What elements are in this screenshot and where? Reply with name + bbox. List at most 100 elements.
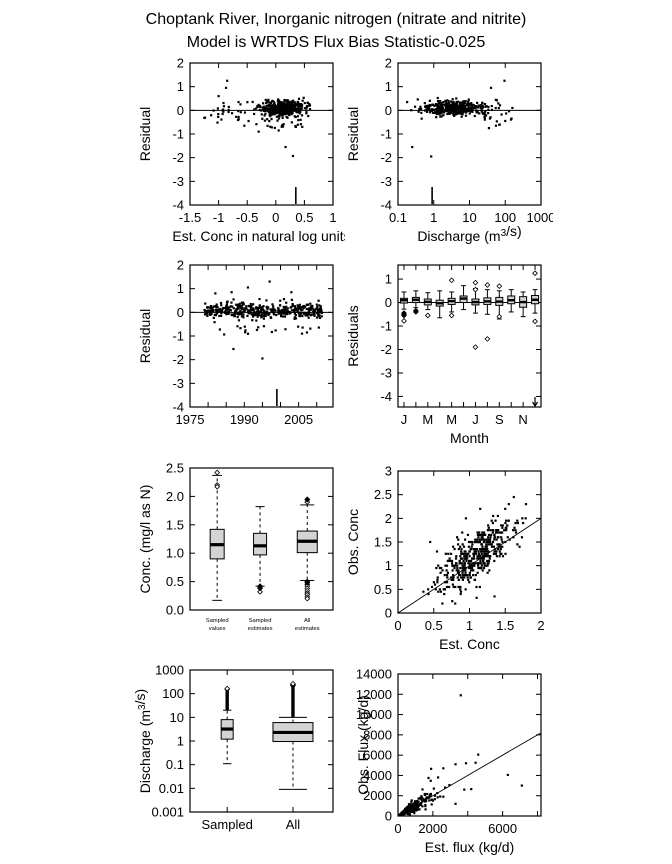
y-tick-label: -3 xyxy=(380,365,392,380)
svg-text:Est. Conc: Est. Conc xyxy=(439,636,500,652)
y-tick-label: -4 xyxy=(380,198,392,213)
y-tick-label: -4 xyxy=(380,389,392,404)
plot-frame xyxy=(397,264,542,408)
y-tick-label: -2 xyxy=(380,342,392,357)
y-tick-label: 0 xyxy=(385,295,392,310)
boxplot-S xyxy=(495,283,504,320)
boxplot-m8 xyxy=(483,282,492,342)
category-label: Sampled xyxy=(206,618,229,624)
outlier-marker xyxy=(496,313,503,320)
y-label: Conc. (mg/l as N) xyxy=(137,485,153,594)
y-tick-label: 0.5 xyxy=(374,582,392,597)
x-tick-label: 10 xyxy=(462,210,476,225)
boxplot-M xyxy=(423,292,432,319)
data-points xyxy=(203,79,312,158)
category-label: S xyxy=(495,412,504,427)
outlier-marker xyxy=(214,469,221,476)
box xyxy=(253,532,268,556)
y-tick-label: 1.0 xyxy=(166,546,184,561)
y-tick-label: 2 xyxy=(385,511,392,526)
svg-text:Residual: Residual xyxy=(345,107,361,161)
y-tick-label: 1 xyxy=(177,281,184,296)
axes: 0 0.5 1 1.5 2 2.5 3 0 0.5 1 1.5 2 xyxy=(374,464,545,634)
y-tick-label: -1 xyxy=(172,329,184,344)
category-label: estimates xyxy=(295,626,320,632)
x-tick-label: -1.5 xyxy=(179,210,201,225)
y-tick-label: 1 xyxy=(177,79,184,94)
data-points xyxy=(422,495,528,605)
chart-svg-resid-vs-estconc: 2 1 0 -1 -2 -3 -4-1.5 -1 -0.5 0 0.5 1 Est. Conc in n… xyxy=(137,56,345,245)
category-label: M xyxy=(422,412,433,427)
outlier-marker xyxy=(532,318,538,325)
outlier-marker xyxy=(401,317,407,324)
y-tick-label: 0 xyxy=(177,103,184,118)
category-label: estimates xyxy=(248,626,273,632)
y-tick-label: -1 xyxy=(380,127,392,142)
y-tick-label: 0.01 xyxy=(159,781,184,796)
y-label: Residual xyxy=(137,309,153,363)
x-label: Est. flux (kg/d) xyxy=(425,839,514,855)
y-tick-label: 1 xyxy=(385,558,392,573)
x-tick-label: 0 xyxy=(272,210,279,225)
boxplot-m10 xyxy=(507,289,516,313)
y-tick-label: 6000 xyxy=(363,748,392,763)
plot-frame xyxy=(397,470,542,614)
data-points xyxy=(406,79,514,158)
x-tick-label: 1975 xyxy=(176,412,205,427)
y-tick-label: -2 xyxy=(172,352,184,367)
x-label: Est. Conc in natural log units xyxy=(172,228,345,244)
y-tick-label: 10000 xyxy=(356,707,392,722)
svg-text:Obs. Conc: Obs. Conc xyxy=(345,509,361,575)
y-label: Residual xyxy=(345,107,361,161)
x-tick-label: 1990 xyxy=(230,412,259,427)
plot-obs-vs-est-conc: 0 0.5 1 1.5 2 2.5 3 0 0.5 1 1.5 2 Est. Conc Obs. Conc xyxy=(328,463,553,668)
axes: 2 1 0 -1 -2 -3 -4-1.5 -1 -0.5 0 0.5 1 xyxy=(172,56,336,226)
axes: 0.0 0.5 1.0 1.5 2.0 2.5 Sampled values Sampled es… xyxy=(166,461,333,632)
outlier-marker xyxy=(401,312,407,319)
y-tick-label: 12000 xyxy=(356,687,392,702)
y-tick-label: 0.1 xyxy=(166,757,184,772)
figure-title-line2: Model is WRTDS Flux Bias Statistic-0.025 xyxy=(186,34,486,52)
y-tick-label: 0 xyxy=(385,809,392,824)
x-tick-label: 1000 xyxy=(527,210,553,225)
y-tick-label: -4 xyxy=(172,198,184,213)
plot-discharge-boxplots: 1000 100 10 1 0.1 0.01 0.001 Sampled All Discharg… xyxy=(120,662,345,864)
y-tick-label: 2000 xyxy=(363,788,392,803)
outlier-marker xyxy=(304,496,311,503)
x-tick-label: 2 xyxy=(537,618,544,633)
x-tick-label: 100 xyxy=(494,210,516,225)
plot-residual-vs-est-conc: 2 1 0 -1 -2 -3 -4 -1.5 -1 -0.5 0 0.5 1 Est. Conc in n… xyxy=(120,55,345,260)
x-tick-label: 1 xyxy=(430,210,437,225)
y-tick-label: -2 xyxy=(172,150,184,165)
category-label: J xyxy=(472,412,479,427)
outlier-marker xyxy=(472,279,479,286)
y-tick-label: 2 xyxy=(177,56,184,71)
x-tick-label: 0.1 xyxy=(389,210,407,225)
outlier-marker xyxy=(304,579,311,586)
y-tick-label: 1.5 xyxy=(374,535,392,550)
boxplot-Sampled xyxy=(220,685,234,765)
plot-frame xyxy=(189,669,334,813)
y-tick-label: -2 xyxy=(380,150,392,165)
x-tick-label: 1 xyxy=(329,210,336,225)
chart-svg-obs-vs-est-conc: 0 0.5 1 1.5 2 2.5 3 0 0.5 1 1.5 2 Est. Conc Obs. Conc xyxy=(345,464,545,653)
x-tick-label: -1 xyxy=(213,210,225,225)
svg-text:Month: Month xyxy=(450,430,489,446)
boxplot-M xyxy=(447,277,456,319)
y-tick-label: 0 xyxy=(177,305,184,320)
plot-frame xyxy=(397,62,542,206)
outlier-marker xyxy=(290,680,296,687)
axes: 210-1-2-3-40.1 1 10 100 1000 xyxy=(380,56,553,226)
chart-svg-obs-vs-est-flux: 0 2000 4000 6000 8000 10000 12000 14000 0 2000 600… xyxy=(355,667,542,855)
y-tick-label: 2.5 xyxy=(166,461,184,476)
category-label: N xyxy=(518,412,527,427)
category-label: All xyxy=(286,817,301,832)
plot-residual-vs-discharge: 2 1 0 -1 -2 -3 -4 0.1 1 10 100 1000 Discharge (m3/s)… xyxy=(328,55,553,260)
y-label: Residual xyxy=(137,107,153,161)
x-label: Discharge (m3/s) xyxy=(417,223,521,244)
x-tick-label: 6000 xyxy=(488,821,517,836)
x-tick-label: 0 xyxy=(394,821,401,836)
y-tick-label: -3 xyxy=(172,174,184,189)
